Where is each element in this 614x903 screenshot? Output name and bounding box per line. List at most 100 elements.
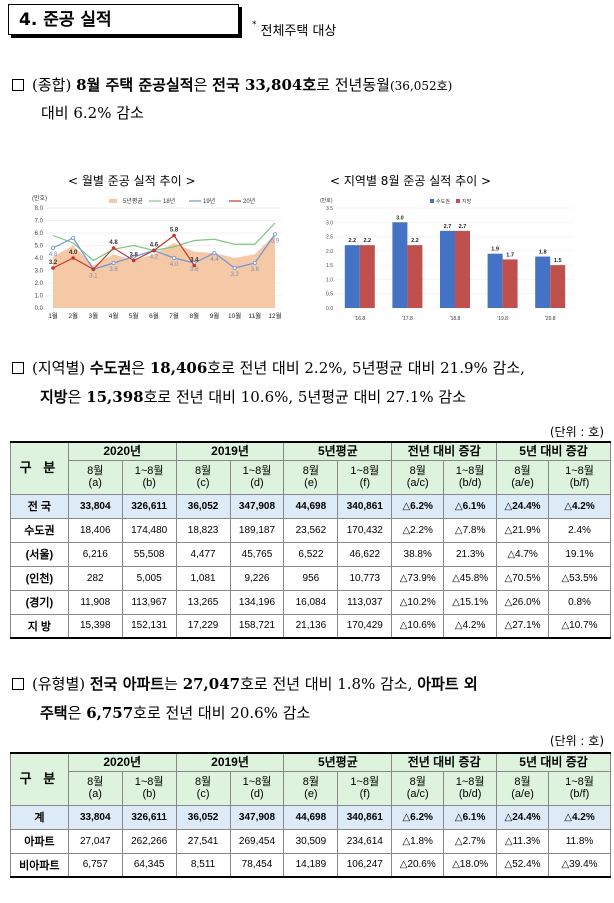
subcolumn-code: (a/e) (511, 788, 534, 800)
data-label: 4.2 (150, 255, 159, 261)
table-cell: △2.7% (443, 828, 498, 854)
table-cell: 11.8% (548, 828, 611, 854)
subcolumn-code: (c) (196, 477, 210, 489)
table-cell: △52.4% (496, 852, 550, 878)
subcolumn-code: (c) (196, 788, 210, 800)
header-subcolumn: 1~8월 (d) (229, 770, 285, 806)
y-tick-label: 6.0 (35, 231, 44, 237)
table-cell: 21,136 (283, 613, 339, 639)
row-header: 계 (10, 804, 69, 830)
y-tick-label: 2.0 (326, 249, 333, 255)
table-cell: 36,052 (175, 493, 231, 519)
row-header: (경기) (10, 589, 69, 615)
note-text: 전체주택 대상 (260, 24, 337, 39)
summary-line-2: 대비 6.2% 감소 (41, 104, 144, 122)
point-2020 (192, 263, 197, 268)
type-text-4: 호로 전년 대비 20.6% 감소 (133, 704, 311, 722)
bar-local (359, 245, 375, 308)
bar-local (502, 259, 518, 308)
y-tick-label: 8.0 (35, 206, 44, 212)
subcolumn-period: 8월 (194, 776, 212, 788)
x-tick-label: '20.8 (545, 316, 556, 322)
x-tick-label: '16.8 (354, 316, 365, 322)
data-label: 3.1 (89, 273, 98, 279)
table-cell: 27,047 (67, 828, 123, 854)
bar-metro (344, 245, 360, 308)
table-cell: 19.1% (548, 541, 611, 567)
table-cell: △6.1% (443, 804, 498, 830)
table-row: (서울) 6,216 55,508 4,477 45,765 6,522 46,622 38.… (10, 541, 611, 567)
table-cell: △6.2% (391, 493, 445, 519)
region-paragraph: (지역별) 수도권은 18,406호로 전년 대비 2.2%, 5년평균 대비 … (12, 354, 612, 412)
table-cell: △4.2% (548, 493, 611, 519)
table-cell: 262,266 (121, 828, 177, 854)
point-2019 (172, 256, 177, 261)
header-subcolumn: 8월 (a) (67, 770, 123, 806)
series-area-5yr-avg (53, 234, 275, 308)
bar-metro (535, 256, 551, 308)
subcolumn-code: (a/c) (406, 477, 429, 489)
header-subcolumn: 8월 (a) (67, 459, 123, 495)
table-cell: △4.7% (496, 541, 550, 567)
subcolumn-period: 1~8월 (565, 776, 594, 788)
subcolumn-code: (b/f) (569, 477, 590, 489)
subcolumn-period: 8월 (302, 776, 319, 788)
table-cell: 18,823 (175, 517, 231, 543)
row-header: 아파트 (10, 828, 69, 854)
header-group: 2019년 (175, 752, 285, 772)
table-cell: 15,398 (67, 613, 123, 639)
region-bold-metro: 수도권 (89, 359, 132, 377)
subcolumn-period: 1~8월 (134, 465, 164, 477)
header-subcolumn: 8월 (a/e) (496, 459, 550, 495)
header-group: 2020년 (67, 752, 177, 772)
header-subcolumn: 1~8월 (b/f) (548, 459, 611, 495)
table-cell: 282 (67, 565, 123, 591)
table-row: 계 33,804 326,611 36,052 347,908 44,698 340,861… (10, 804, 611, 830)
table-cell: 38.8% (391, 541, 445, 567)
point-2019 (252, 261, 257, 266)
row-header: 전 국 (10, 493, 69, 519)
region-bold-local: 지방 (40, 388, 68, 406)
type-text-2: 호로 전년 대비 1.8% 감소, (240, 675, 418, 693)
bar-local (550, 265, 566, 308)
y-tick-label: 3.0 (326, 220, 333, 226)
legend-label: 5년평균 (123, 197, 143, 205)
table2-unit: (단위 : 호) (549, 734, 604, 748)
header-subcolumn: 8월 (c) (175, 459, 231, 495)
data-label: 3.8 (130, 253, 139, 259)
y-tick-label: 5.0 (35, 244, 44, 250)
table-cell: 64,345 (121, 852, 177, 878)
table-row: 지 방 15,398 152,131 17,229 158,721 21,136 170,4… (10, 613, 611, 639)
monthly-chart-title: < 월별 준공 실적 추이 > (68, 174, 196, 188)
table-cell: △7.8% (443, 517, 498, 543)
header-subcolumn: 8월 (c) (175, 770, 231, 806)
table-cell: 1,081 (175, 565, 231, 591)
table-cell: 189,187 (229, 517, 285, 543)
table-cell: 113,967 (121, 589, 177, 615)
table-cell: 44,698 (283, 804, 339, 830)
header-subcolumn: 1~8월 (b) (121, 459, 177, 495)
table-cell: △24.4% (496, 493, 550, 519)
header-subcolumn: 8월 (a/c) (391, 459, 445, 495)
type-bold-house: 주택 (40, 704, 68, 722)
table-cell: △21.9% (496, 517, 550, 543)
header-subcolumn: 8월 (a/c) (391, 770, 445, 806)
region-table: 구 분 2020년 2019년 5년평균 전년 대비 증감 5년 대비 증감 8월 (a) 1~… (10, 441, 611, 639)
y-tick-label: 0.5 (326, 292, 333, 298)
table-cell: 16,084 (283, 589, 339, 615)
data-label: 4.8 (109, 240, 118, 246)
data-label: 3.0 (396, 215, 404, 221)
subcolumn-period: 8월 (514, 465, 531, 477)
y-tick-label: 3.0 (35, 269, 44, 275)
point-2019 (71, 236, 76, 241)
table-cell: 21.3% (443, 541, 498, 567)
legend-swatch (430, 199, 434, 203)
y-tick-label: 7.0 (35, 219, 44, 225)
table-cell: △39.4% (548, 852, 611, 878)
table-cell: △27.1% (496, 613, 550, 639)
y-tick-label: 2.0 (35, 281, 44, 287)
legend-swatch (456, 199, 460, 203)
table-cell: △70.5% (496, 565, 550, 591)
table1-unit: (단위 : 호) (549, 425, 604, 439)
subcolumn-period: 8월 (87, 465, 104, 477)
